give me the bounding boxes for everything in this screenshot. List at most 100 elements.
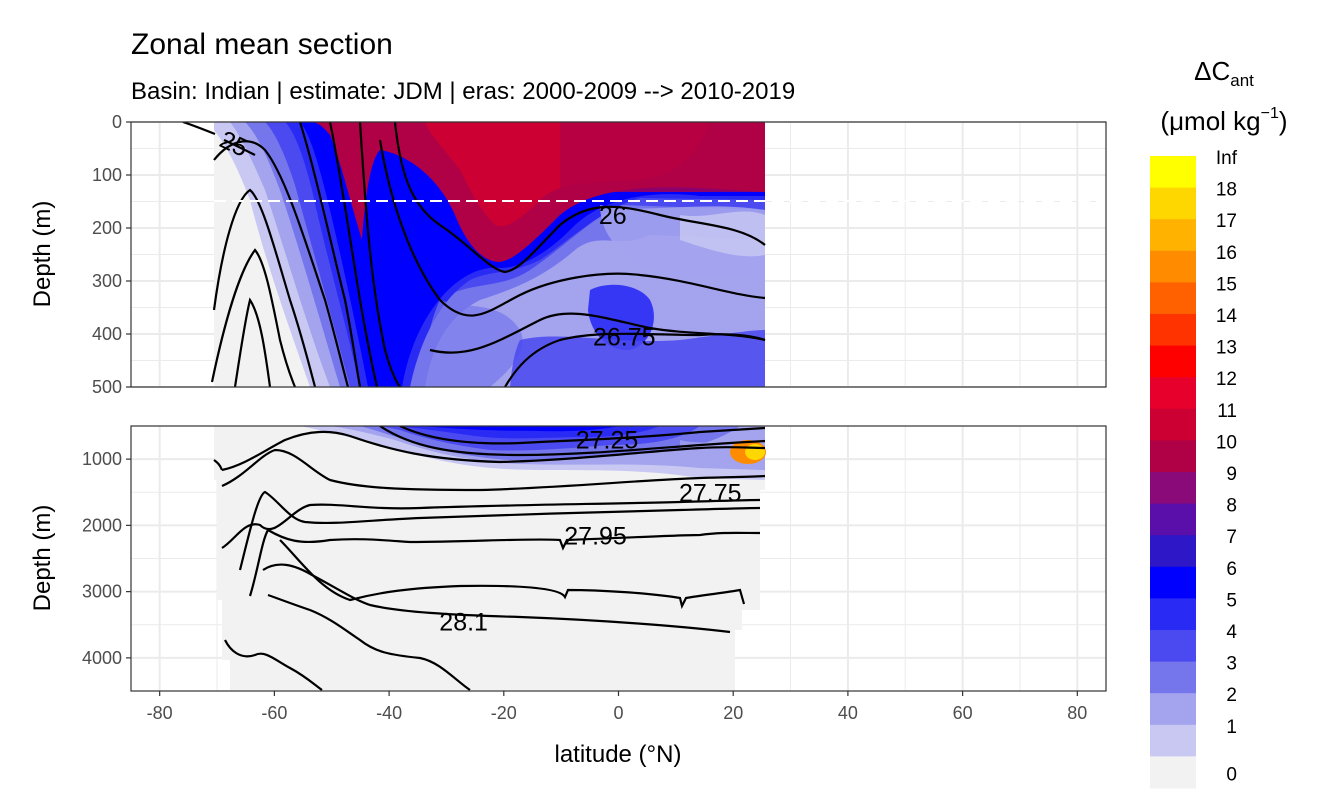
contour-label: 28.1 — [439, 608, 488, 636]
upper-panel-field — [182, 122, 1106, 387]
legend: ΔCant (μmol kg−1) Inf1817161514131211109… — [1150, 56, 1288, 789]
legend-key — [1150, 693, 1196, 726]
upper-field-contour-c — [233, 297, 272, 387]
legend-key — [1150, 535, 1196, 568]
lower-field-contour-j — [279, 539, 746, 610]
y-tick-label: 4000 — [82, 648, 122, 668]
contour-label: 26.75 — [593, 324, 656, 352]
y-tick-label: 400 — [92, 324, 122, 344]
x-axis-title: latitude (°N) — [555, 741, 682, 768]
upper-field-deep-band — [510, 330, 765, 387]
legend-label: 0 — [1226, 764, 1237, 785]
upper-field-contour-b — [210, 248, 297, 387]
lower-field-contour-a — [399, 426, 766, 445]
legend-label: 13 — [1216, 338, 1237, 359]
legend-label: 2 — [1226, 685, 1237, 706]
contour-label: 27.25 — [576, 426, 639, 454]
legend-key — [1150, 472, 1196, 505]
y-axis-title-upper: Depth (m) — [29, 201, 56, 308]
lower-field-contour-g — [248, 528, 761, 597]
legend-label: 9 — [1226, 464, 1237, 485]
legend-title-superscript: −1 — [1261, 105, 1279, 122]
x-tick-label: 80 — [1067, 703, 1087, 723]
legend-key — [1150, 250, 1196, 283]
legend-label: 17 — [1216, 211, 1237, 232]
lower-field-contour-h — [267, 593, 471, 691]
legend-key — [1150, 377, 1196, 410]
legend-key — [1150, 440, 1196, 473]
legend-label: 11 — [1217, 401, 1237, 422]
lower-field-hotspot-inner — [745, 444, 765, 460]
y-tick-label: 1000 — [82, 449, 122, 469]
y-tick-label: 200 — [92, 218, 122, 238]
upper-field-contour-g — [358, 122, 401, 387]
y-tick-label: 2000 — [82, 515, 122, 535]
upper-field-contour-d — [213, 140, 350, 387]
legend-label: 7 — [1226, 527, 1237, 548]
legend-title-close: ) — [1279, 106, 1288, 136]
legend-label: 15 — [1216, 274, 1237, 295]
x-tick-label: 0 — [613, 703, 623, 723]
upper-panel-border — [130, 121, 1107, 388]
y-tick-label: 3000 — [82, 582, 122, 602]
legend-label: 14 — [1216, 306, 1238, 327]
legend-key — [1150, 503, 1196, 536]
legend-key — [1150, 187, 1196, 220]
upper-field-contour-f — [328, 122, 379, 387]
legend-label: 3 — [1226, 654, 1237, 675]
x-tick-label: -20 — [491, 703, 517, 723]
lower-panel: 27.25 27.75 27.95 28.1 1000 2000 3000 4000 — [82, 425, 1107, 692]
lower-field-contour-e — [221, 498, 761, 549]
legend-label: 18 — [1216, 180, 1237, 201]
x-axis: -80 -60 -40 -20 0 20 40 60 80 — [147, 691, 1087, 723]
legend-label: 4 — [1226, 622, 1237, 643]
lower-panel-contour-labels: 27.25 27.75 27.95 28.1 — [439, 426, 741, 636]
legend-label: 5 — [1226, 590, 1237, 611]
x-tick-label: 20 — [723, 703, 743, 723]
lower-field-contour-b — [379, 426, 766, 457]
legend-key — [1150, 630, 1196, 663]
legend-key — [1150, 598, 1196, 631]
legend-label: 16 — [1216, 243, 1237, 264]
legend-title-units: (μmol kg — [1160, 106, 1260, 136]
upper-field-contour-i — [378, 139, 766, 317]
legend-key — [1150, 314, 1196, 347]
legend-key — [1150, 661, 1196, 694]
x-tick-label: -40 — [376, 703, 402, 723]
upper-field-contour-e — [298, 122, 362, 387]
y-tick-label: 100 — [92, 165, 122, 185]
legend-label: 1 — [1226, 717, 1237, 738]
lower-panel-field — [213, 426, 766, 691]
legend-title-line1: ΔCant — [1194, 56, 1254, 90]
legend-title-subscript: ant — [1230, 71, 1254, 90]
legend-label: 12 — [1216, 369, 1237, 390]
lower-field-background — [214, 426, 765, 690]
x-tick-label: -80 — [147, 703, 173, 723]
legend-key — [1150, 566, 1196, 599]
chart-title: Zonal mean section — [131, 28, 393, 61]
legend-key — [1150, 408, 1196, 441]
contour-label: 27.95 — [564, 522, 627, 550]
y-tick-label: 300 — [92, 271, 122, 291]
lower-field-contour-c — [213, 430, 766, 472]
chart-subtitle: Basin: Indian | estimate: JDM | eras: 20… — [131, 78, 795, 105]
legend-key — [1150, 219, 1196, 252]
y-tick-label: 0 — [112, 112, 122, 132]
legend-label: 10 — [1216, 432, 1237, 453]
legend-key — [1150, 756, 1196, 789]
legend-title-line2: (μmol kg−1) — [1160, 105, 1287, 136]
legend-label: 6 — [1226, 559, 1237, 580]
upper-field-contour-k — [504, 332, 766, 387]
x-tick-label: 60 — [953, 703, 973, 723]
legend-title-symbol: ΔC — [1194, 56, 1230, 86]
lower-field-contour-d — [221, 448, 766, 492]
legend-label: Inf — [1216, 148, 1238, 169]
legend-key — [1150, 156, 1196, 189]
lower-field-contour-k — [224, 639, 323, 691]
upper-panel-y-axis: 0 100 200 300 400 500 — [92, 112, 131, 397]
upper-field-shallow-band — [560, 122, 765, 192]
y-tick-label: 500 — [92, 377, 122, 397]
y-axis-title-lower: Depth (m) — [29, 505, 56, 612]
